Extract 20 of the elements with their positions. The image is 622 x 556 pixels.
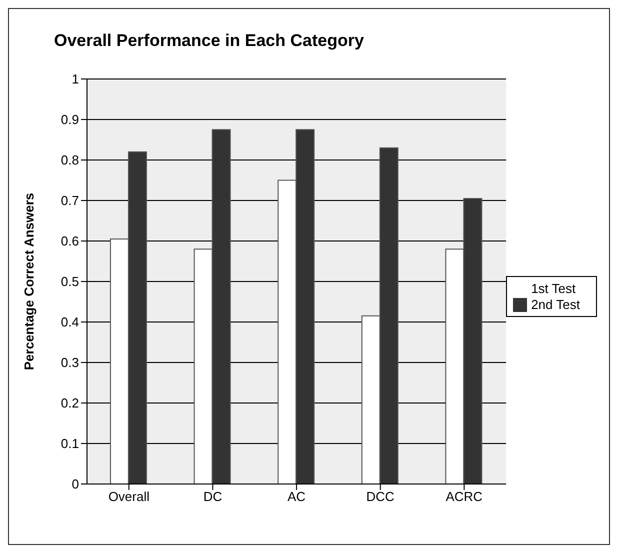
y-tick-label: 0 bbox=[72, 476, 79, 492]
y-tick-label: 0.5 bbox=[60, 274, 79, 290]
y-tick-label: 0.6 bbox=[60, 234, 79, 249]
x-tick-label: AC bbox=[288, 489, 306, 504]
y-tick-label: 0.7 bbox=[60, 193, 79, 208]
y-tick-label: 0.4 bbox=[60, 314, 79, 330]
y-tick-label: 0.2 bbox=[60, 396, 79, 411]
y-tick-label: 0.9 bbox=[60, 112, 79, 128]
y-tick-label: 0.8 bbox=[60, 152, 79, 168]
y-axis-title: Percentage Correct Answers bbox=[22, 192, 37, 370]
x-tick-label: ACRC bbox=[446, 489, 483, 504]
chart-title: Overall Performance in Each Category bbox=[54, 31, 364, 51]
y-tick-label: 1 bbox=[72, 72, 79, 87]
x-tick-label: DC bbox=[203, 489, 222, 504]
x-tick-label: DCC bbox=[366, 489, 394, 504]
legend-label: 2nd Test bbox=[531, 296, 580, 312]
y-tick-label: 0.3 bbox=[60, 355, 79, 370]
x-tick-label: Overall bbox=[108, 489, 150, 504]
text: 1st Test bbox=[531, 280, 576, 296]
y-tick-label: 0.1 bbox=[60, 436, 79, 452]
